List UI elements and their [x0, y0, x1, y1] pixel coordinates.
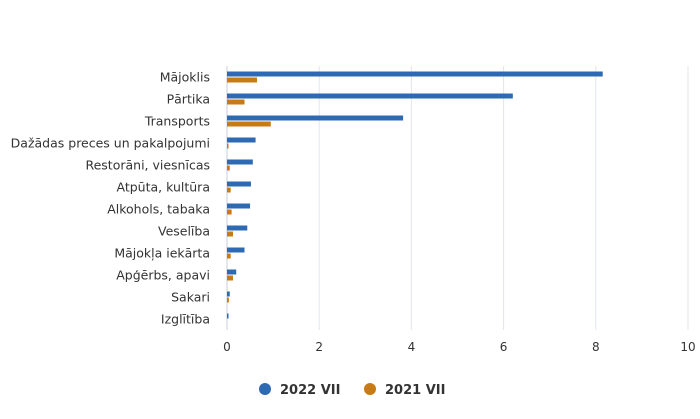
- bar-series-1: [227, 159, 253, 165]
- bar-series-1: [227, 181, 251, 187]
- category-label: Apģērbs, apavi: [116, 268, 210, 283]
- bar-series-2: [227, 253, 231, 259]
- bar-series-2: [227, 77, 257, 83]
- bar-series-2: [227, 297, 229, 303]
- category-label: Dažādas preces un pakalpojumi: [11, 136, 210, 151]
- bar-series-1: [227, 269, 237, 275]
- bars: [227, 71, 603, 319]
- bar-series-1: [227, 137, 256, 143]
- bar-series-2: [227, 187, 231, 193]
- category-label: Alkohols, tabaka: [107, 202, 210, 217]
- x-tick-label: 10: [680, 340, 695, 354]
- gridlines: [226, 66, 689, 330]
- x-tick-label: 0: [223, 340, 231, 354]
- bar-series-1: [227, 247, 245, 253]
- bar-series-1: [227, 291, 230, 297]
- bar-series-1: [227, 71, 603, 77]
- bar-series-2: [227, 165, 230, 171]
- bar-series-2: [227, 99, 245, 105]
- x-tick-label: 8: [592, 340, 600, 354]
- category-label: Izglītība: [161, 312, 210, 327]
- legend-marker: [364, 383, 376, 395]
- category-label: Atpūta, kultūra: [117, 180, 210, 195]
- bar-series-1: [227, 225, 248, 231]
- bar-series-2: [227, 275, 233, 281]
- bar-series-1: [227, 93, 513, 99]
- category-label: Sakari: [171, 290, 210, 305]
- category-label: Mājoklis: [160, 70, 210, 85]
- category-label: Restorāni, viesnīcas: [85, 158, 210, 173]
- category-labels: Mājoklis Pārtika Transports Dažādas preces …: [11, 70, 210, 327]
- category-label: Pārtika: [167, 92, 210, 107]
- x-tick-label: 6: [500, 340, 508, 354]
- bar-series-2: [227, 143, 229, 149]
- legend-item[interactable]: 2021 VII: [364, 383, 445, 398]
- bar-series-1: [227, 115, 404, 121]
- x-tick-label: 4: [408, 340, 416, 354]
- category-label: Transports: [144, 114, 210, 129]
- legend[interactable]: 2022 VII 2021 VII: [259, 383, 445, 398]
- bar-series-2: [227, 121, 271, 127]
- bar-series-1: [227, 313, 229, 319]
- legend-marker: [259, 383, 271, 395]
- category-label: Veselība: [158, 224, 210, 239]
- bar-series-1: [227, 203, 251, 209]
- legend-item[interactable]: 2022 VII: [259, 383, 340, 398]
- bar-series-2: [227, 209, 232, 215]
- x-tick-label: 2: [315, 340, 323, 354]
- bar-series-2: [227, 231, 233, 237]
- legend-label: 2022 VII: [280, 383, 340, 398]
- category-label: Mājokļa iekārta: [114, 246, 210, 261]
- legend-label: 2021 VII: [385, 383, 445, 398]
- x-axis-ticks: 0 2 4 6 8 10: [223, 340, 695, 354]
